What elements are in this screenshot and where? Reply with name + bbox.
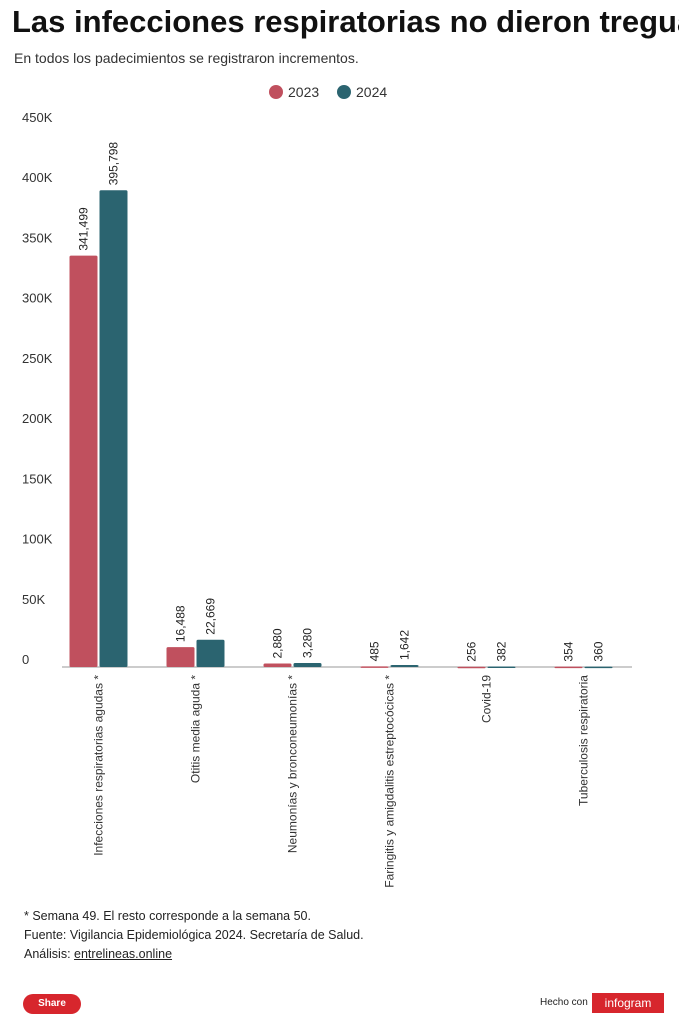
value-label: 2,880 — [271, 628, 285, 658]
chart: 2023 2024 0 50K 100K 150K 200K 250K 300K 350K 400K… — [22, 84, 632, 888]
value-label: 1,642 — [398, 630, 412, 660]
subtitle: En todos los padecimientos se registraro… — [14, 50, 359, 66]
analysis-label: Análisis: — [24, 947, 71, 961]
y-tick-label: 400K — [22, 170, 53, 185]
bar — [293, 663, 322, 667]
bar — [69, 255, 98, 668]
bar — [487, 666, 516, 669]
legend-label: 2024 — [356, 84, 387, 100]
value-label: 256 — [465, 641, 479, 661]
value-label: 382 — [495, 641, 509, 661]
y-tick-label: 0 — [22, 652, 29, 667]
bar — [196, 639, 225, 667]
x-tick-label: Covid-19 — [480, 675, 494, 723]
x-tick-label: Otitis media aguda * — [189, 675, 203, 783]
source: Fuente: Vigilancia Epidemiológica 2024. … — [24, 928, 364, 942]
title: Las infecciones respiratorias no dieron … — [12, 4, 679, 39]
bar — [166, 647, 195, 667]
x-tick-label: Infecciones respiratorias agudas * — [92, 675, 106, 856]
x-tick-label: Tuberculosis respiratoria — [577, 675, 591, 806]
brand[interactable]: infogram — [592, 993, 664, 1013]
bar — [584, 666, 613, 669]
legend-swatch — [337, 85, 351, 99]
bar — [390, 665, 419, 667]
analysis: Análisis: entrelineas.online — [24, 945, 364, 964]
y-tick-label: 100K — [22, 532, 53, 547]
bar — [99, 190, 128, 667]
value-label: 16,488 — [174, 605, 188, 642]
y-tick-label: 250K — [22, 351, 53, 366]
value-label: 360 — [592, 641, 606, 661]
legend-label: 2023 — [288, 84, 319, 100]
y-tick-label: 350K — [22, 230, 53, 245]
bar — [360, 666, 389, 668]
analysis-link[interactable]: entrelineas.online — [74, 947, 173, 961]
legend-swatch — [269, 85, 283, 99]
note: * Semana 49. El resto corresponde a la s… — [24, 909, 311, 923]
bar — [554, 666, 583, 669]
y-tick-label: 50K — [22, 592, 45, 607]
notes: * Semana 49. El resto corresponde a la s… — [24, 907, 364, 964]
y-tick-label: 150K — [22, 471, 53, 486]
y-tick-label: 450K — [22, 110, 53, 125]
value-label: 354 — [562, 641, 576, 661]
x-tick-label: Neumonías y bronconeumonías * — [286, 675, 300, 853]
value-label: 3,280 — [301, 628, 315, 658]
y-tick-label: 200K — [22, 411, 53, 426]
made-with: Hecho con — [540, 997, 588, 1008]
value-label: 341,499 — [77, 207, 91, 251]
bar — [263, 663, 292, 667]
value-label: 485 — [368, 641, 382, 661]
value-label: 395,798 — [107, 142, 121, 186]
y-tick-label: 300K — [22, 291, 53, 306]
share-button[interactable]: Share — [23, 994, 81, 1014]
value-label: 22,669 — [204, 598, 218, 635]
bar — [457, 666, 486, 669]
x-tick-label: Faringitis y amigdalitis estreptocócicas… — [383, 675, 397, 888]
